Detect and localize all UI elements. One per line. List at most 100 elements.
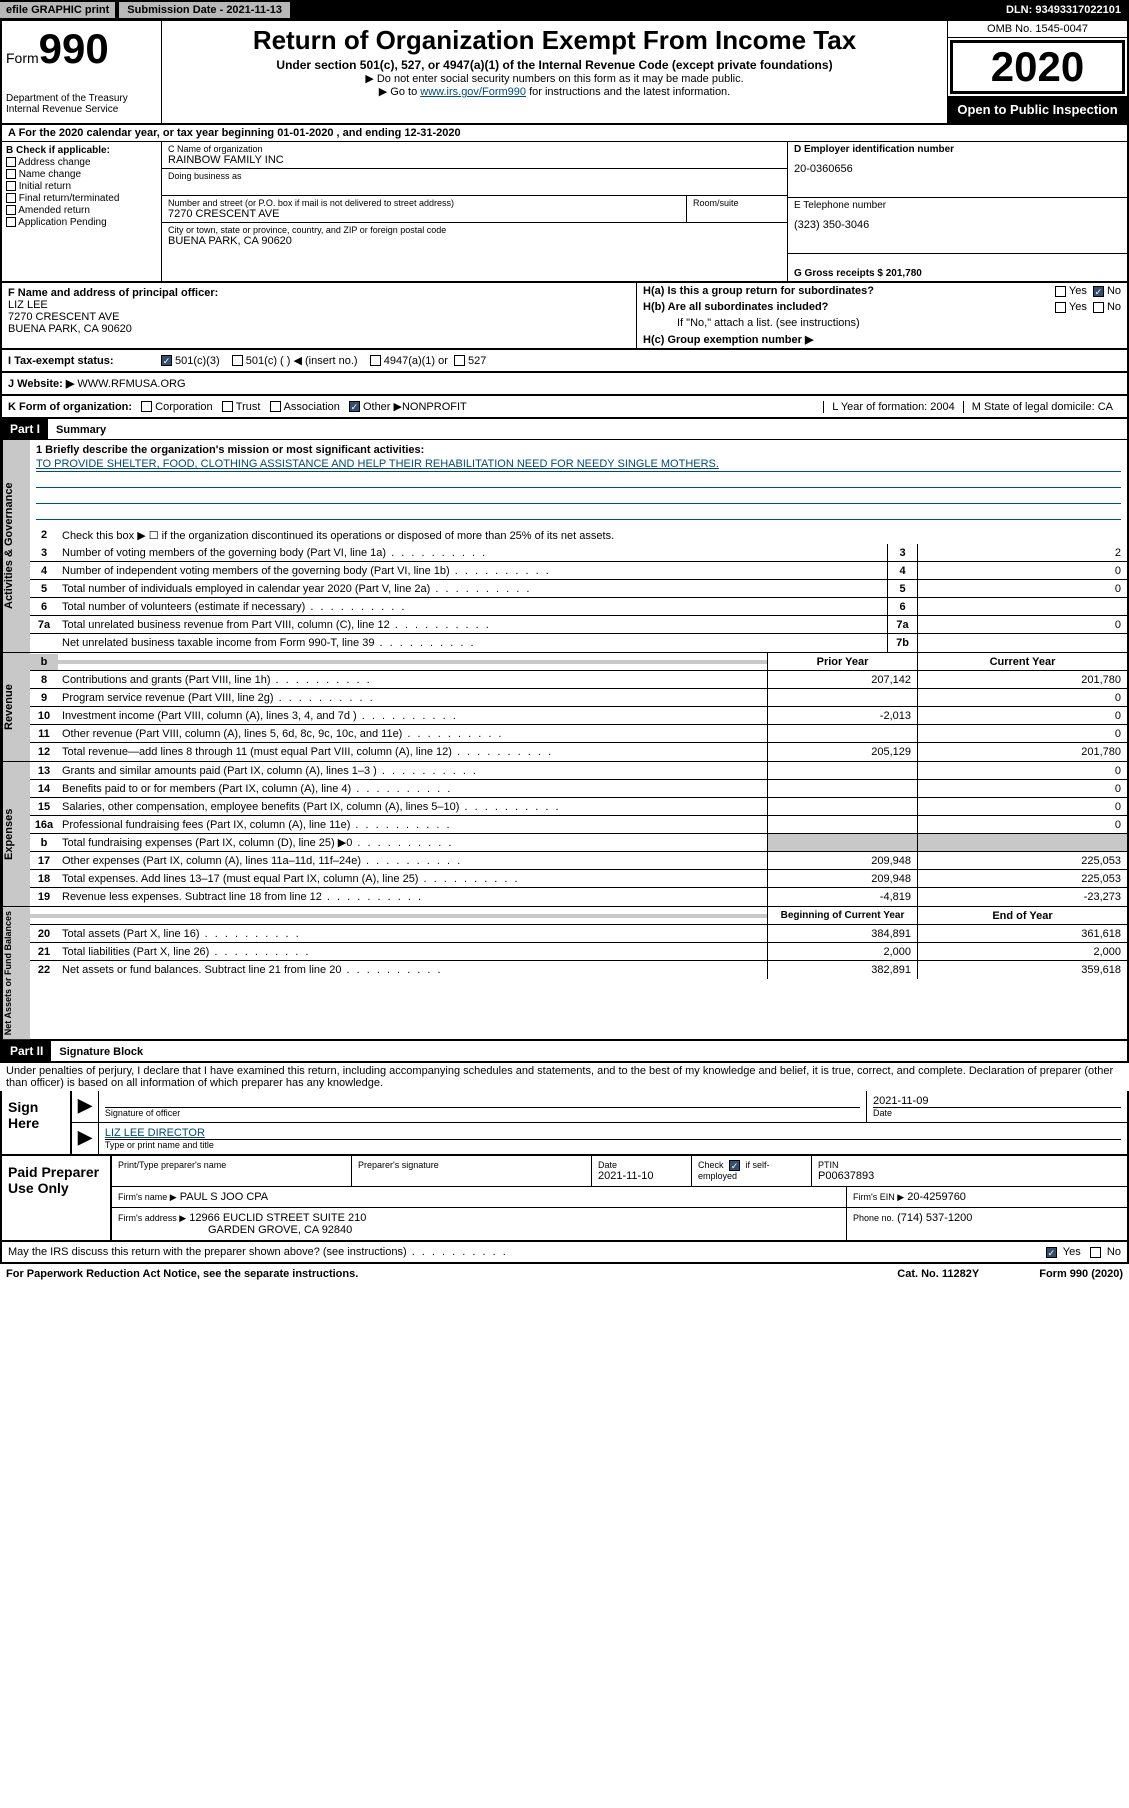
- officer-typed-name: LIZ LEE DIRECTOR: [105, 1127, 1121, 1139]
- cell-gross: G Gross receipts $ 201,780: [788, 254, 1127, 281]
- ha-label: H(a) Is this a group return for subordin…: [643, 285, 874, 297]
- col-f: F Name and address of principal officer:…: [2, 283, 637, 348]
- form-header: Form990 Department of the Treasury Inter…: [0, 20, 1129, 125]
- cell-org-name: C Name of organization RAINBOW FAMILY IN…: [162, 142, 787, 169]
- ck-501c[interactable]: [232, 355, 243, 366]
- submission-date: Submission Date - 2021-11-13: [119, 2, 290, 18]
- mission-blank-3: [36, 506, 1121, 520]
- city-val: BUENA PARK, CA 90620: [168, 235, 781, 247]
- ck-trust[interactable]: [222, 401, 233, 412]
- hdr-prior-year: Prior Year: [767, 653, 917, 670]
- org-name-label: C Name of organization: [168, 144, 781, 154]
- 501c-label: 501(c) ( ) ◀ (insert no.): [246, 354, 358, 367]
- hc-label: H(c) Group exemption number ▶: [643, 334, 813, 346]
- subtitle-2: ▶ Do not enter social security numbers o…: [170, 72, 939, 85]
- b-label: B Check if applicable:: [6, 145, 157, 156]
- footer: For Paperwork Reduction Act Notice, see …: [0, 1264, 1129, 1284]
- part-i-title: Summary: [48, 421, 114, 439]
- firm-addr2: GARDEN GROVE, CA 92840: [208, 1224, 352, 1236]
- cell-ein: D Employer identification number 20-0360…: [788, 142, 1127, 198]
- cell-city: City or town, state or province, country…: [162, 223, 787, 249]
- dln: DLN: 93493317022101: [998, 2, 1129, 18]
- discuss-row: May the IRS discuss this return with the…: [0, 1242, 1129, 1264]
- ck-final[interactable]: Final return/terminated: [6, 193, 157, 204]
- row-j-website: J Website: ▶ WWW.RFMUSA.ORG: [0, 373, 1129, 396]
- ck-amended[interactable]: Amended return: [6, 205, 157, 216]
- footer-right: Form 990 (2020): [1039, 1268, 1123, 1280]
- hb-no[interactable]: [1093, 302, 1104, 313]
- paid-preparer-block: Paid Preparer Use Only Print/Type prepar…: [0, 1156, 1129, 1242]
- k-label: K Form of organization:: [8, 401, 132, 413]
- f-label: F Name and address of principal officer:: [8, 287, 630, 299]
- hdr-b: b: [30, 654, 58, 670]
- discuss-yes[interactable]: ✓: [1046, 1247, 1057, 1258]
- row-k-form-org: K Form of organization: Corporation Trus…: [0, 396, 1129, 419]
- prep-date-label: Date: [598, 1160, 685, 1170]
- ck-pending-label: Application Pending: [18, 217, 106, 228]
- ck-initial-label: Initial return: [19, 181, 71, 192]
- row-i-tax-status: I Tax-exempt status: ✓ 501(c)(3) 501(c) …: [0, 350, 1129, 373]
- hb-label: H(b) Are all subordinates included?: [643, 301, 828, 313]
- cell-dba: Doing business as: [162, 169, 787, 196]
- addr-label: Firm's address ▶: [118, 1213, 186, 1223]
- open-public-label: Open to Public Inspection: [948, 96, 1127, 123]
- other-label: Other ▶: [363, 400, 402, 413]
- ck-corp[interactable]: [141, 401, 152, 412]
- ck-address-label: Address change: [18, 157, 90, 168]
- firm-phone: (714) 537-1200: [897, 1212, 972, 1224]
- ha-no[interactable]: ✓: [1093, 286, 1104, 297]
- ck-assoc[interactable]: [270, 401, 281, 412]
- ck-527[interactable]: [454, 355, 465, 366]
- phone-label2: Phone no.: [853, 1213, 894, 1223]
- ck-4947[interactable]: [370, 355, 381, 366]
- room-label: Room/suite: [693, 198, 781, 208]
- h-c: H(c) Group exemption number ▶: [637, 331, 1127, 348]
- side-expenses: Expenses: [2, 762, 30, 906]
- firm-name: PAUL S JOO CPA: [180, 1191, 268, 1203]
- line-2: Check this box ▶ ☐ if the organization d…: [58, 527, 1127, 544]
- ha-yes[interactable]: [1055, 286, 1066, 297]
- sig-date-label: Date: [873, 1107, 1121, 1118]
- col-h: H(a) Is this a group return for subordin…: [637, 283, 1127, 348]
- 527-label: 527: [468, 355, 486, 367]
- ck-other[interactable]: ✓: [349, 401, 360, 412]
- ck-501c3[interactable]: ✓: [161, 355, 172, 366]
- sig-officer-label: Signature of officer: [105, 1107, 860, 1118]
- l-year: L Year of formation: 2004: [823, 401, 963, 413]
- assoc-label: Association: [284, 401, 340, 413]
- ck-address[interactable]: Address change: [6, 157, 157, 168]
- section-f-h: F Name and address of principal officer:…: [0, 283, 1129, 350]
- hdr-beg-year: Beginning of Current Year: [767, 907, 917, 924]
- efile-label[interactable]: efile GRAPHIC print: [0, 2, 115, 18]
- instructions-link[interactable]: www.irs.gov/Form990: [420, 86, 526, 98]
- section-b-to-g: B Check if applicable: Address change Na…: [0, 142, 1129, 283]
- ein-label2: Firm's EIN ▶: [853, 1192, 904, 1202]
- row-a-tax-year: A For the 2020 calendar year, or tax yea…: [0, 125, 1129, 142]
- m-state: M State of legal domicile: CA: [963, 401, 1121, 413]
- ck-initial[interactable]: Initial return: [6, 181, 157, 192]
- firm-label: Firm's name ▶: [118, 1192, 177, 1202]
- other-val: NONPROFIT: [402, 401, 467, 413]
- ptin-val: P00637893: [818, 1170, 1121, 1182]
- j-label: J Website: ▶: [8, 378, 74, 390]
- h-b: H(b) Are all subordinates included? Yes …: [637, 299, 1127, 315]
- discuss-no[interactable]: [1090, 1247, 1101, 1258]
- ck-self-emp[interactable]: ✓: [729, 1160, 740, 1171]
- hb-yes[interactable]: [1055, 302, 1066, 313]
- prep-name-label: Print/Type preparer's name: [118, 1160, 345, 1170]
- officer-city: BUENA PARK, CA 90620: [8, 323, 630, 335]
- arrow-icon: ▶: [72, 1091, 99, 1122]
- prep-sig-label: Preparer's signature: [358, 1160, 585, 1170]
- top-bar: efile GRAPHIC print Submission Date - 20…: [0, 0, 1129, 20]
- officer-name: LIZ LEE: [8, 299, 630, 311]
- website-val: WWW.RFMUSA.ORG: [74, 378, 185, 390]
- form-label: Form: [6, 50, 39, 66]
- 501c3-label: 501(c)(3): [175, 355, 220, 367]
- part-ii: Part IISignature Block: [0, 1041, 1129, 1063]
- ck-name[interactable]: Name change: [6, 169, 157, 180]
- firm-ein: 20-4259760: [907, 1191, 966, 1203]
- prep-date: 2021-11-10: [598, 1170, 685, 1182]
- omb-number: OMB No. 1545-0047: [948, 21, 1127, 38]
- phone-label: E Telephone number: [794, 200, 1121, 211]
- ck-pending[interactable]: Application Pending: [6, 217, 157, 228]
